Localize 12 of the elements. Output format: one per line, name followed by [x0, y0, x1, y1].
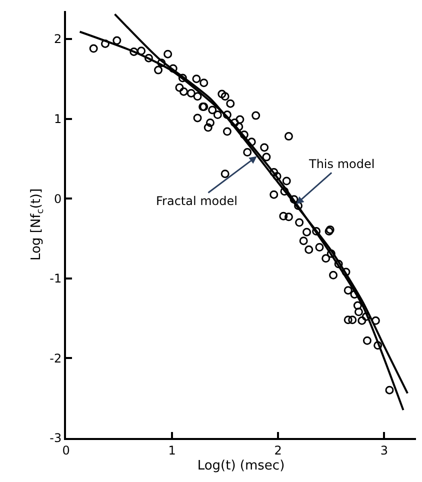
- x-tick-label: 2: [274, 443, 282, 458]
- y-tick-label: 2: [54, 32, 62, 46]
- y-tick-label: -3: [50, 431, 62, 446]
- y-tick-label: -1: [50, 272, 62, 286]
- y-tick-label: 0: [54, 192, 62, 206]
- x-tick-label: 3: [380, 443, 388, 458]
- y-tick-label: -2: [50, 351, 62, 366]
- x-axis-title: Log(t) (msec): [197, 458, 285, 474]
- y-tick-label: 1: [54, 112, 62, 126]
- annotation: This model: [308, 157, 375, 171]
- x-tick-label: 1: [168, 443, 176, 458]
- annotation: Fractal model: [156, 194, 238, 208]
